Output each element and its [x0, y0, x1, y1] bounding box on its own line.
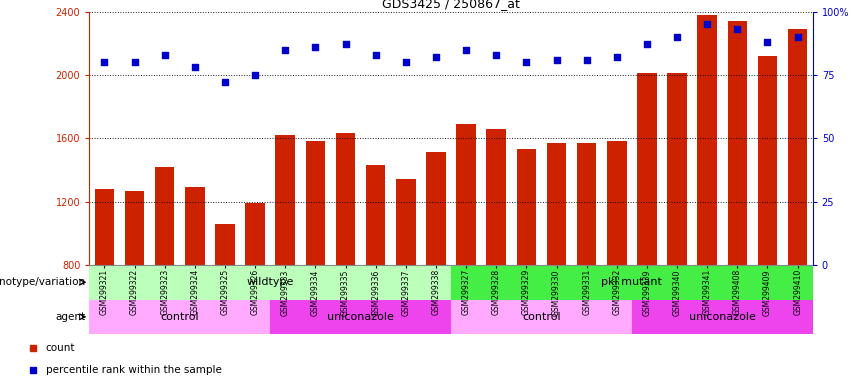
Bar [215, 224, 235, 265]
Text: control: control [161, 312, 199, 322]
Point [610, 54, 624, 60]
Bar [456, 124, 476, 265]
Point [278, 46, 292, 53]
Bar [788, 29, 808, 265]
Bar [487, 129, 506, 265]
Bar [451, 266, 813, 299]
Point [158, 51, 172, 58]
Bar [577, 143, 597, 265]
Bar [607, 141, 626, 265]
Point [761, 39, 774, 45]
Text: pkl mutant: pkl mutant [602, 277, 662, 287]
Bar [366, 165, 386, 265]
Bar [89, 300, 271, 333]
Point [580, 56, 593, 63]
Point [640, 41, 654, 48]
Point [460, 46, 473, 53]
Bar [245, 203, 265, 265]
Point [489, 51, 503, 58]
Bar [270, 300, 451, 333]
Bar [728, 21, 747, 265]
Point [399, 59, 413, 65]
Point [128, 59, 141, 65]
Text: percentile rank within the sample: percentile rank within the sample [46, 365, 221, 375]
Bar [667, 73, 687, 265]
Bar [89, 266, 451, 299]
Point [339, 41, 352, 48]
Bar [637, 73, 657, 265]
Point [248, 72, 262, 78]
Text: uniconazole: uniconazole [688, 312, 756, 322]
Bar [276, 135, 295, 265]
Point [730, 26, 744, 32]
Text: wildtype: wildtype [247, 277, 294, 287]
Text: count: count [46, 343, 75, 353]
Bar [757, 56, 777, 265]
Point [368, 51, 382, 58]
Bar [426, 152, 446, 265]
Bar [396, 179, 415, 265]
Bar [125, 191, 145, 265]
Title: GDS3425 / 250867_at: GDS3425 / 250867_at [382, 0, 520, 10]
Bar [517, 149, 536, 265]
Bar [698, 15, 717, 265]
Point [309, 44, 323, 50]
Point [218, 79, 231, 86]
Bar [94, 189, 114, 265]
Bar [306, 141, 325, 265]
Point [671, 34, 684, 40]
Bar [546, 143, 566, 265]
Point [791, 34, 804, 40]
Bar [336, 134, 356, 265]
Point [429, 54, 443, 60]
Bar [185, 187, 204, 265]
Text: uniconazole: uniconazole [327, 312, 394, 322]
Bar [451, 300, 631, 333]
Point [188, 64, 202, 70]
Point [700, 21, 714, 27]
Point [520, 59, 534, 65]
Text: control: control [523, 312, 561, 322]
Point [98, 59, 111, 65]
Text: agent: agent [55, 312, 85, 322]
Text: genotype/variation: genotype/variation [0, 277, 85, 287]
Bar [155, 167, 174, 265]
Point [550, 56, 563, 63]
Bar [631, 300, 813, 333]
